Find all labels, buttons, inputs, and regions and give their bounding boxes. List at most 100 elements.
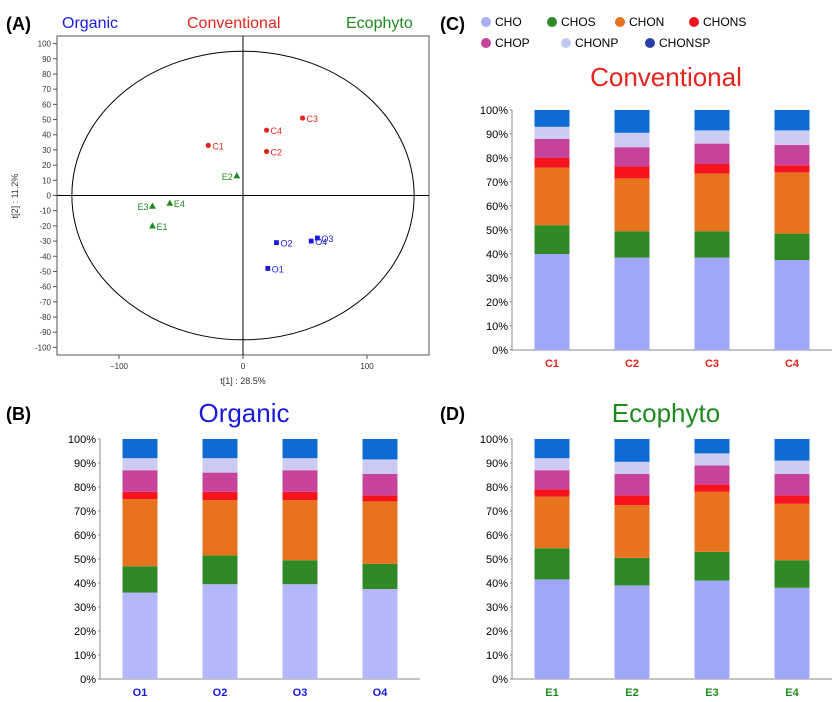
y-tick-label: 40% — [486, 578, 508, 590]
y-tick-label: 40% — [486, 249, 508, 261]
y-tick-label: 50 — [42, 116, 51, 125]
bar-segment-c3-chonp — [694, 130, 730, 144]
bar-segment-e2-chonsp — [614, 439, 650, 462]
bar-segment-e2-chos — [614, 557, 650, 586]
data-point-label-o1: O1 — [272, 264, 284, 274]
y-tick-label: 10% — [486, 321, 508, 333]
group-label-organic: Organic — [62, 15, 118, 32]
bar-segment-o2-cho — [202, 584, 238, 679]
bar-segment-e3-chonsp — [694, 439, 730, 454]
bar-segment-e1-chop — [534, 470, 570, 490]
bar-segment-o2-chos — [202, 555, 238, 585]
scatter-x-label: t[1] : 28.5% — [220, 376, 266, 386]
bar-segment-o4-chop — [362, 473, 398, 496]
bar-segment-c1-chonsp — [534, 110, 570, 127]
confidence-ellipse — [71, 50, 415, 341]
bar-segment-e4-chon — [774, 503, 810, 561]
bar-segment-o4-chonsp — [362, 439, 398, 460]
bar-segment-c1-cho — [534, 254, 570, 350]
data-point-label-e2: E2 — [222, 172, 233, 182]
y-tick-label: 0 — [47, 192, 52, 201]
y-tick-label: 40% — [74, 578, 96, 590]
legend-swatch-chons — [689, 17, 699, 27]
scatter-grid — [57, 36, 429, 355]
y-tick-label: 50% — [486, 554, 508, 566]
data-point-c2 — [263, 148, 270, 155]
panel-b-title: Organic — [198, 398, 289, 428]
bar-segment-c2-chos — [614, 231, 650, 258]
y-tick-label: 0% — [492, 674, 508, 686]
bar-segment-o1-chon — [122, 499, 158, 567]
legend-swatch-cho — [481, 17, 491, 27]
legend-label-chons: CHONS — [703, 15, 746, 29]
bar-segment-c2-chons — [614, 166, 650, 179]
bar-segment-o2-chonp — [202, 458, 238, 473]
data-point-c3 — [299, 115, 306, 121]
bar-segment-e1-chon — [534, 496, 570, 549]
category-label-e1: E1 — [545, 687, 558, 699]
x-tick-label: −100 — [110, 362, 129, 371]
category-label-e3: E3 — [705, 687, 718, 699]
bar-segment-c3-cho — [694, 257, 730, 350]
y-tick-label: 20 — [42, 161, 51, 170]
data-point-e2 — [233, 172, 241, 179]
bar-segment-e2-chon — [614, 505, 650, 558]
bar-segment-o1-chons — [122, 491, 158, 499]
panel-d-letter: (D) — [440, 404, 465, 424]
bar-segment-e2-chonp — [614, 461, 650, 474]
y-tick-label: 100 — [38, 40, 52, 49]
data-point-o2 — [274, 240, 279, 245]
y-tick-label: 40 — [42, 131, 51, 140]
y-tick-label: 90% — [486, 458, 508, 470]
y-tick-label: 20% — [74, 626, 96, 638]
data-point-label-o4: O4 — [315, 237, 327, 247]
panel-d-title: Ecophyto — [612, 398, 720, 428]
bar-segment-o3-cho — [282, 584, 318, 679]
bar-segment-o2-chon — [202, 500, 238, 556]
bar-segment-c4-cho — [774, 260, 810, 350]
bar-segment-e1-chonsp — [534, 439, 570, 459]
bar-segment-c3-chons — [694, 164, 730, 174]
legend-label-chos: CHOS — [561, 15, 596, 29]
bar-segment-e1-cho — [534, 579, 570, 679]
data-point-e4 — [166, 199, 174, 206]
category-label-o3: O3 — [293, 687, 308, 699]
bar-segment-e3-chos — [694, 551, 730, 581]
panel-a: (A) Organic Conventional Ecophyto -100-9… — [6, 14, 430, 386]
y-tick-label: 0% — [492, 345, 508, 357]
y-tick-label: 60% — [486, 530, 508, 542]
bar-segment-o1-chop — [122, 470, 158, 492]
bar-segment-e2-chop — [614, 473, 650, 496]
y-tick-label: 70% — [486, 506, 508, 518]
category-label-c4: C4 — [785, 358, 800, 370]
bar-segment-e1-chons — [534, 489, 570, 497]
legend-swatch-chonp — [561, 38, 571, 48]
legend-label-chop: CHOP — [495, 36, 530, 50]
bar-segment-e4-chos — [774, 560, 810, 588]
panel-c: (C) CHO CHOS CHON CHONS CHOP CHONP CHONSP Conv… — [440, 14, 832, 370]
panel-c-title: Conventional — [590, 62, 742, 92]
data-point-c1 — [205, 142, 211, 148]
bar-segment-c2-cho — [614, 257, 650, 350]
legend-swatch-chop — [481, 38, 491, 48]
bar-segment-c4-chop — [774, 144, 810, 166]
legend-label-chonsp: CHONSP — [659, 36, 710, 50]
stacked-bar-chart-organic: 0% 10% 20% 30% 40% 50% 60% 70% 80% 90% 100% O1 O2 O3 O… — [68, 434, 420, 699]
y-tick-label: 80% — [74, 482, 96, 494]
y-tick-label: 20% — [486, 297, 508, 309]
bar-segment-c2-chop — [614, 147, 650, 167]
data-point-label-c3: C3 — [307, 114, 319, 124]
scatter-y-label: t[2] : 11.2% — [10, 174, 20, 219]
bar-segment-e2-cho — [614, 585, 650, 679]
panel-b-letter: (B) — [6, 404, 31, 424]
y-tick-label: 60 — [42, 100, 51, 109]
category-label-o2: O2 — [213, 687, 228, 699]
data-point-label-c1: C1 — [212, 141, 224, 151]
panel-d: (D) Ecophyto 0% 10% 20% 30% 40% 50% 60% 70% 80% 9… — [440, 398, 832, 699]
bar-segment-o3-chos — [282, 560, 318, 585]
data-point-label-c4: C4 — [271, 126, 283, 136]
bar-segment-c4-chos — [774, 233, 810, 260]
category-label-o1: O1 — [133, 687, 148, 699]
